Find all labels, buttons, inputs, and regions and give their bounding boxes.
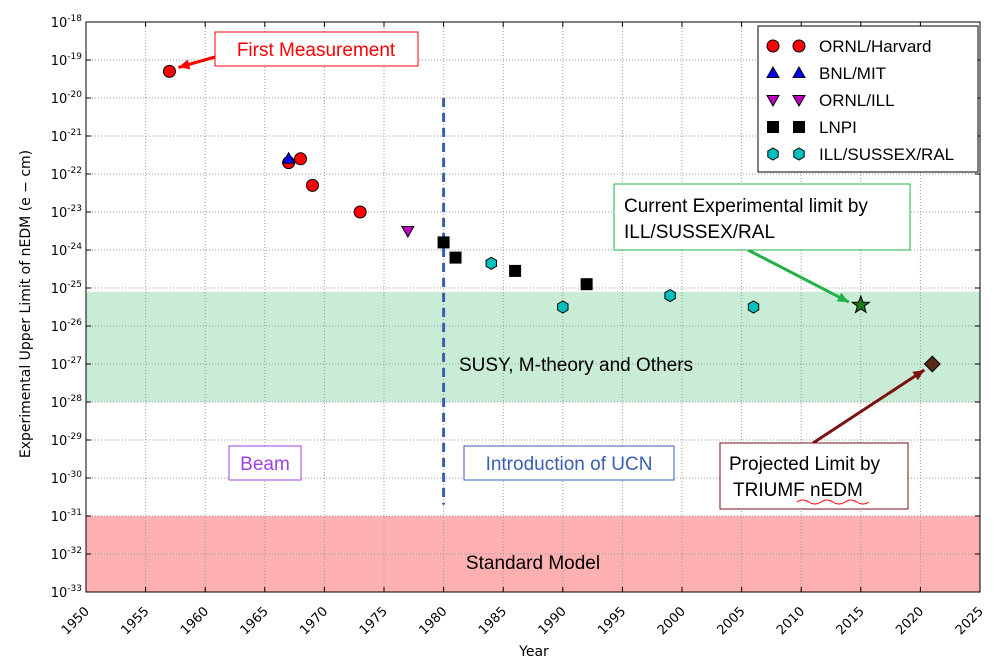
first-measurement-note: First Measurement [214, 31, 419, 67]
y-tick-label-12: 10-21 [51, 128, 82, 145]
legend-marker-b-0 [792, 39, 806, 53]
x-tick-label-13: 2015 [834, 604, 868, 638]
x-tick-label-11: 2005 [714, 604, 748, 638]
projected-limit-note: Projected Limit by TRIUMF nEDM [719, 442, 909, 510]
point-series2-0 [400, 226, 415, 239]
x-tick-label-0: 1950 [59, 604, 93, 638]
legend-marker-b-2 [792, 95, 806, 108]
x-tick-label-14: 2020 [893, 604, 927, 638]
current-limit-text-line1: Current Experimental limit by [624, 196, 868, 217]
point-series0-2 [294, 152, 308, 166]
legend-marker-b-3 [793, 121, 805, 133]
legend-marker-b-4 [793, 147, 805, 161]
y-tick-label-1: 10-32 [51, 546, 82, 563]
special-point-0 [850, 294, 871, 314]
points-layer [162, 64, 941, 373]
y-tick-label-8: 10-25 [51, 280, 82, 297]
point-series0-3 [305, 178, 319, 192]
current-limit-arrow-head [836, 292, 849, 303]
projected-limit-arrow-head [912, 370, 925, 381]
special-point-1 [923, 355, 941, 373]
x-tick-label-2: 1960 [178, 604, 212, 638]
y-axis-label: Experimental Upper Limit of nEDM (e − cm… [18, 150, 34, 458]
projected-limit-arrow-shaft [812, 368, 926, 445]
point-series3-0 [437, 236, 450, 249]
legend-label-1: BNL/MIT [819, 64, 886, 83]
first-measurement-text: First Measurement [237, 40, 396, 61]
x-tick-label-3: 1965 [238, 604, 272, 638]
x-tick-label-8: 1990 [536, 604, 570, 638]
ucn-note: Introduction of UCN [463, 445, 675, 481]
x-tick-label-7: 1985 [476, 604, 510, 638]
legend-label-2: ORNL/ILL [819, 91, 895, 110]
projected-limit-arrow [812, 368, 926, 445]
beam-text: Beam [240, 454, 290, 475]
current-limit-arrow [747, 248, 850, 304]
projected-limit-text-line1: Projected Limit by [729, 454, 881, 475]
legend-marker-a-3 [767, 121, 779, 133]
point-series3-3 [580, 278, 593, 291]
current-limit-note: Current Experimental limit by ILL/SUSSEX… [613, 183, 911, 251]
y-tick-label-13: 10-20 [51, 90, 83, 107]
legend-marker-a-1 [766, 65, 780, 78]
y-tick-label-15: 10-18 [51, 14, 83, 31]
first-measurement-arrow-head [178, 59, 191, 70]
point-series3-1 [449, 251, 462, 264]
y-tick-label-14: 10-19 [51, 52, 83, 69]
x-tick-label-5: 1975 [357, 604, 391, 638]
y-tick-label-4: 10-29 [51, 432, 83, 449]
current-limit-text-line2: ILL/SUSSEX/RAL [624, 222, 775, 243]
legend: ORNL/Harvard BNL/MIT ORNL/ILL LNPI ILL/SUSSE… [757, 25, 979, 173]
x-tick-label-4: 1970 [297, 604, 331, 638]
point-series4-3 [747, 300, 760, 314]
point-series4-2 [664, 289, 676, 303]
x-axis-label: Year [518, 644, 549, 660]
legend-marker-b-1 [792, 65, 806, 78]
x-tick-label-1: 1955 [118, 604, 152, 638]
projected-limit-text-line2: TRIUMF nEDM [733, 480, 863, 501]
band-label-standard-model: Standard Model [466, 553, 600, 574]
point-series0-0 [162, 64, 176, 78]
y-tick-label-7: 10-26 [51, 318, 83, 335]
legend-label-3: LNPI [819, 118, 857, 137]
x-tick-label-9: 1995 [595, 604, 629, 638]
point-series4-1 [557, 300, 569, 314]
beam-note: Beam [228, 445, 302, 481]
current-limit-arrow-shaft [747, 248, 850, 304]
ucn-text: Introduction of UCN [486, 454, 653, 475]
x-tick-label-15: 2025 [953, 604, 987, 638]
legend-label-4: ILL/SUSSEX/RAL [819, 145, 954, 164]
y-tick-label-3: 10-30 [51, 470, 83, 487]
y-tick-label-5: 10-28 [51, 394, 83, 411]
y-tick-label-9: 10-24 [51, 242, 83, 259]
bands-layer [86, 291, 980, 592]
point-series3-2 [509, 264, 522, 277]
point-series1-0 [281, 151, 296, 164]
x-tick-label-6: 1980 [416, 604, 450, 638]
x-tick-label-12: 2010 [774, 604, 808, 638]
legend-marker-a-4 [767, 147, 779, 161]
y-tick-label-11: 10-22 [51, 166, 82, 183]
y-tick-label-6: 10-27 [51, 356, 82, 373]
band-0 [86, 291, 980, 402]
y-tick-label-10: 10-23 [51, 204, 82, 221]
y-tick-label-0: 10-33 [51, 584, 82, 601]
legend-marker-a-0 [766, 39, 780, 53]
band-label-susy: SUSY, M-theory and Others [459, 355, 693, 376]
legend-marker-a-2 [766, 95, 780, 108]
first-measurement-arrow [178, 55, 216, 70]
plot-frame [85, 21, 981, 593]
legend-label-0: ORNL/Harvard [819, 37, 931, 56]
y-tick-label-2: 10-31 [51, 508, 82, 525]
arrow-layer [178, 55, 926, 445]
band-text-layer: SUSY, M-theory and Others Standard Model [459, 355, 693, 574]
point-series0-4 [353, 205, 367, 219]
point-series4-0 [485, 256, 497, 270]
x-tick-label-10: 2000 [655, 604, 689, 638]
